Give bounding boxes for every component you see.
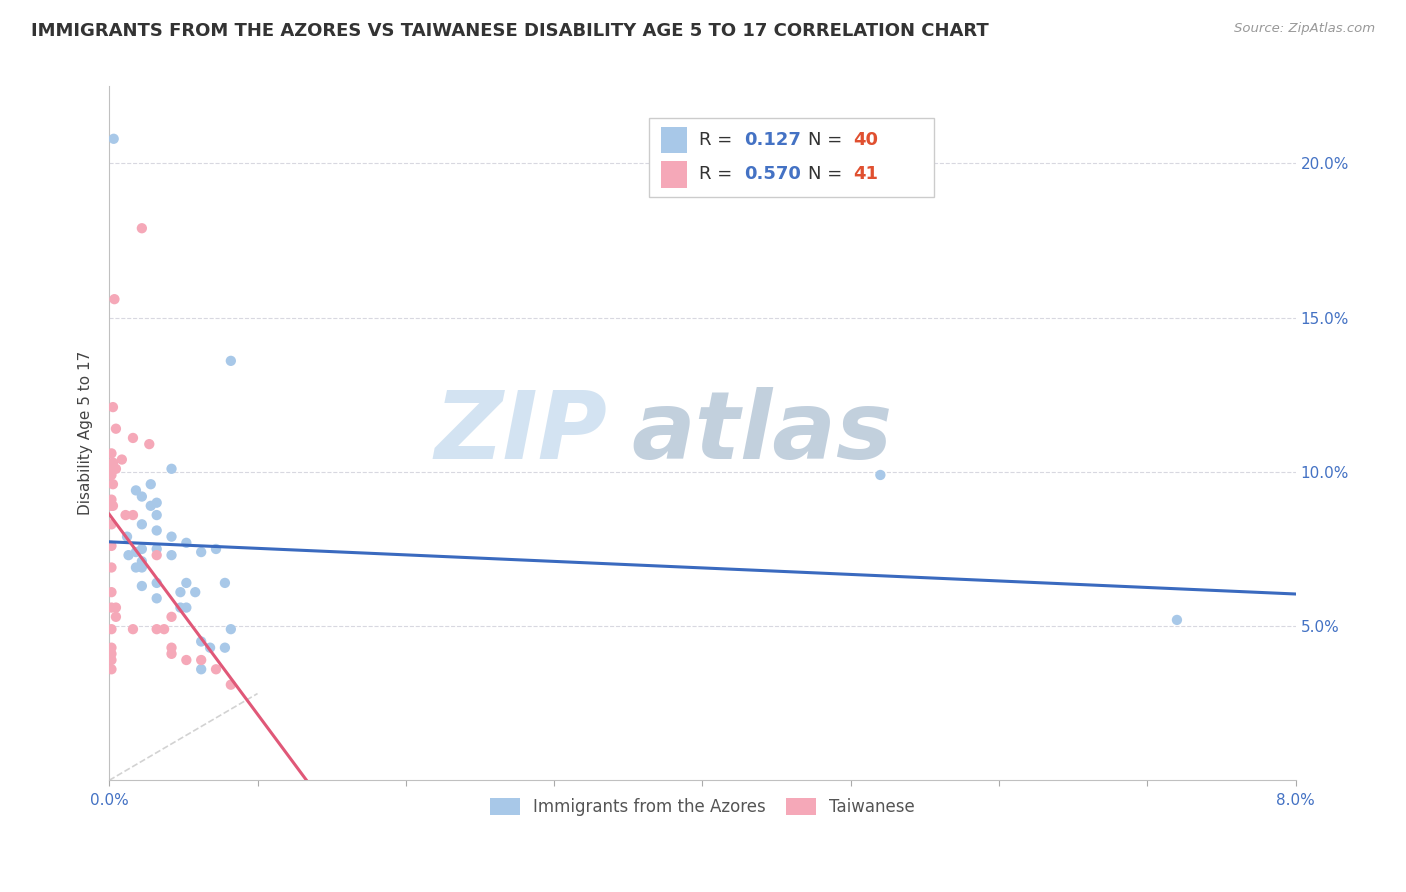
Y-axis label: Disability Age 5 to 17: Disability Age 5 to 17 xyxy=(79,351,93,516)
Point xyxy=(101,400,124,414)
Point xyxy=(104,610,127,624)
Text: atlas: atlas xyxy=(631,387,893,479)
Point xyxy=(100,653,122,667)
Point xyxy=(190,545,212,559)
Point xyxy=(219,678,242,692)
Point xyxy=(205,541,228,556)
Point xyxy=(100,492,122,507)
Point xyxy=(145,622,167,636)
Point xyxy=(122,431,145,445)
Point xyxy=(145,575,167,590)
Text: 0.570: 0.570 xyxy=(744,166,801,184)
Point xyxy=(198,640,221,655)
Point xyxy=(176,536,198,550)
Point xyxy=(122,622,145,636)
Point xyxy=(219,354,242,368)
Point xyxy=(101,499,124,513)
Point xyxy=(1166,613,1188,627)
Point xyxy=(190,662,212,676)
Point xyxy=(103,132,125,146)
Point xyxy=(131,541,153,556)
Point xyxy=(100,446,122,460)
Point xyxy=(100,467,122,482)
Point xyxy=(214,640,236,655)
Point xyxy=(131,490,153,504)
Point xyxy=(131,579,153,593)
Point xyxy=(131,554,153,568)
Point xyxy=(125,545,148,559)
Point xyxy=(160,647,183,661)
Text: 0.127: 0.127 xyxy=(744,131,801,149)
Text: Source: ZipAtlas.com: Source: ZipAtlas.com xyxy=(1234,22,1375,36)
Point xyxy=(205,662,228,676)
Point xyxy=(100,647,122,661)
Point xyxy=(139,499,162,513)
Point xyxy=(104,422,127,436)
Point xyxy=(176,575,198,590)
Point xyxy=(160,610,183,624)
Point xyxy=(111,452,134,467)
Text: R =: R = xyxy=(699,166,738,184)
Point xyxy=(100,662,122,676)
Point xyxy=(104,600,127,615)
Point xyxy=(100,462,122,476)
Point xyxy=(139,477,162,491)
Point xyxy=(153,622,176,636)
Point xyxy=(117,548,139,562)
Point xyxy=(125,560,148,574)
Text: ZIP: ZIP xyxy=(434,387,607,479)
Point xyxy=(145,524,167,538)
Legend: Immigrants from the Azores, Taiwanese: Immigrants from the Azores, Taiwanese xyxy=(481,789,924,824)
Text: N =: N = xyxy=(808,166,848,184)
Point xyxy=(214,575,236,590)
Point xyxy=(125,483,148,498)
Point xyxy=(100,539,122,553)
Point xyxy=(131,560,153,574)
Point xyxy=(160,640,183,655)
Point xyxy=(145,548,167,562)
Point xyxy=(100,499,122,513)
Point xyxy=(100,517,122,532)
Point xyxy=(101,477,124,491)
Point xyxy=(176,600,198,615)
Point xyxy=(176,653,198,667)
Point xyxy=(145,508,167,522)
Point xyxy=(131,221,153,235)
Point xyxy=(145,496,167,510)
Point xyxy=(184,585,207,599)
Point xyxy=(869,467,891,482)
Point xyxy=(169,600,191,615)
Text: IMMIGRANTS FROM THE AZORES VS TAIWANESE DISABILITY AGE 5 TO 17 CORRELATION CHART: IMMIGRANTS FROM THE AZORES VS TAIWANESE … xyxy=(31,22,988,40)
Point xyxy=(100,560,122,574)
Point xyxy=(101,456,124,470)
Point xyxy=(114,508,136,522)
Point xyxy=(103,292,125,306)
Point xyxy=(190,653,212,667)
Point xyxy=(100,585,122,599)
FancyBboxPatch shape xyxy=(661,161,688,187)
Point xyxy=(160,548,183,562)
Point xyxy=(100,622,122,636)
Point xyxy=(145,591,167,606)
Point xyxy=(190,634,212,648)
Point xyxy=(100,600,122,615)
Text: N =: N = xyxy=(808,131,848,149)
Point xyxy=(122,508,145,522)
Point xyxy=(138,437,160,451)
Point xyxy=(131,517,153,532)
Point xyxy=(169,585,191,599)
Text: 41: 41 xyxy=(853,166,879,184)
Point xyxy=(145,541,167,556)
Text: 40: 40 xyxy=(853,131,879,149)
Point xyxy=(219,622,242,636)
FancyBboxPatch shape xyxy=(650,118,934,197)
Point xyxy=(104,462,127,476)
Point xyxy=(100,640,122,655)
Point xyxy=(115,530,138,544)
Text: R =: R = xyxy=(699,131,738,149)
Point xyxy=(160,530,183,544)
FancyBboxPatch shape xyxy=(661,127,688,153)
Point xyxy=(160,462,183,476)
